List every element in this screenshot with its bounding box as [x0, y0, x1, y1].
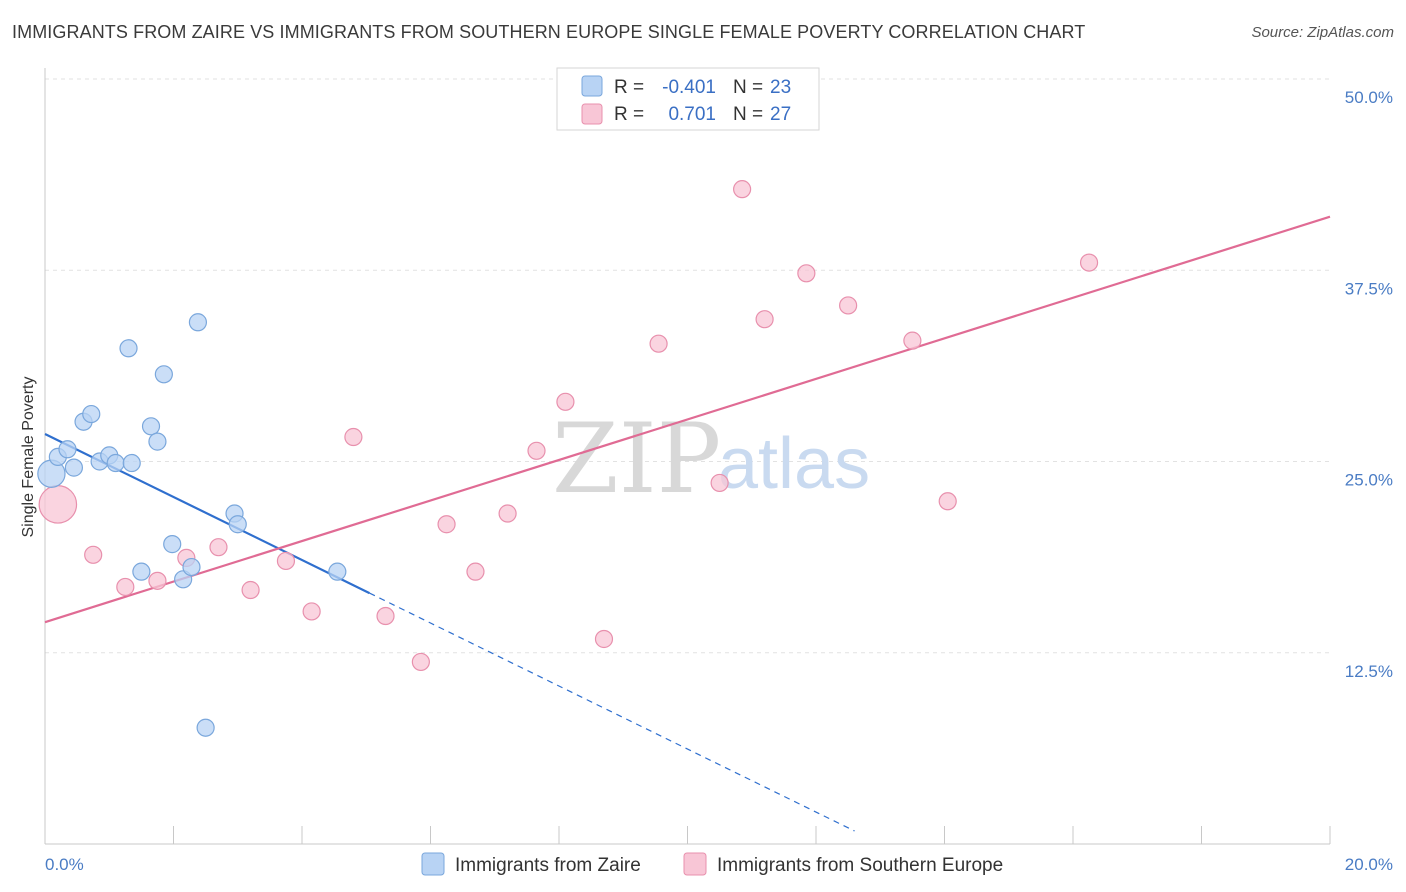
y-tick-label: 25.0%	[1345, 471, 1393, 490]
point-southern-europe	[903, 331, 922, 350]
bottom-legend-label-zaire: Immigrants from Zaire	[455, 855, 641, 876]
bottom-legend-swatch-zaire	[421, 852, 445, 876]
point-southern-europe	[344, 427, 363, 447]
y-tick-label: 37.5%	[1345, 279, 1393, 298]
legend-swatch-zaire	[581, 75, 603, 97]
point-zaire	[328, 562, 347, 581]
point-southern-europe	[938, 492, 957, 511]
point-zaire	[82, 404, 101, 424]
legend-n-value-southern-europe: 27	[770, 104, 791, 125]
point-southern-europe	[148, 571, 167, 590]
legend-r-label-southern-europe: R =	[614, 104, 644, 125]
watermark: ZIP atlas	[552, 403, 870, 515]
y-tick-label: 50.0%	[1345, 88, 1393, 107]
point-southern-europe	[498, 504, 517, 523]
legend-r-value-southern-europe: 0.701	[668, 104, 716, 125]
axes	[44, 68, 1331, 845]
point-southern-europe	[437, 515, 456, 534]
source-label: Source: ZipAtlas.com	[1251, 24, 1394, 41]
bottom-legend-label-southern-europe: Immigrants from Southern Europe	[717, 855, 1003, 876]
point-southern-europe	[733, 180, 752, 199]
series-legend: Immigrants from Zaire Immigrants from So…	[421, 852, 1003, 876]
legend-n-label-southern-europe: N =	[733, 104, 763, 125]
chart-title: IMMIGRANTS FROM ZAIRE VS IMMIGRANTS FROM…	[12, 22, 1086, 42]
legend-n-label-zaire: N =	[733, 77, 763, 98]
legend-n-value-zaire: 23	[770, 77, 791, 98]
point-southern-europe	[556, 392, 575, 411]
point-southern-europe	[276, 551, 296, 571]
point-southern-europe	[594, 629, 614, 649]
x-tick-label-min: 0.0%	[45, 855, 84, 874]
legend-r-label-zaire: R =	[614, 77, 644, 98]
point-zaire	[148, 432, 167, 451]
data-points	[37, 180, 1099, 737]
point-zaire	[132, 562, 151, 581]
x-tick-labels: 0.0% 20.0%	[45, 855, 1393, 874]
point-zaire	[64, 458, 84, 477]
point-southern-europe	[839, 296, 858, 315]
legend-box: R = -0.401 N = 23 R = 0.701 N = 27	[556, 67, 820, 131]
trend-line-zaire-extension	[369, 592, 855, 832]
point-zaire	[182, 557, 201, 577]
x-tick-label-max: 20.0%	[1345, 855, 1393, 874]
point-southern-europe	[376, 606, 395, 626]
watermark-zip: ZIP	[552, 403, 721, 515]
watermark-atlas: atlas	[718, 424, 870, 504]
legend-swatch-southern-europe	[581, 103, 603, 125]
point-southern-europe	[84, 545, 103, 564]
point-zaire	[154, 365, 173, 384]
grid-lines	[45, 78, 1330, 654]
bottom-legend-swatch-southern-europe	[683, 852, 707, 876]
point-zaire	[163, 535, 182, 554]
point-southern-europe	[797, 264, 816, 283]
point-southern-europe	[527, 441, 546, 460]
y-axis-label: Single Female Poverty	[20, 377, 37, 538]
point-zaire	[196, 718, 215, 737]
point-southern-europe	[755, 310, 774, 329]
point-zaire	[188, 313, 208, 332]
point-southern-europe	[1079, 253, 1099, 272]
legend-r-value-zaire: -0.401	[662, 77, 716, 98]
point-zaire	[141, 417, 161, 436]
y-tick-labels: 12.5% 25.0% 37.5% 50.0%	[1345, 88, 1393, 681]
point-southern-europe	[466, 562, 485, 581]
point-southern-europe	[710, 473, 729, 493]
point-southern-europe	[302, 602, 321, 621]
point-zaire	[119, 339, 138, 358]
point-southern-europe	[241, 580, 260, 600]
point-southern-europe	[209, 538, 228, 557]
y-tick-label: 12.5%	[1345, 662, 1393, 681]
point-zaire	[58, 440, 77, 459]
point-zaire	[122, 453, 141, 473]
trend-line-southern-europe	[44, 215, 1331, 624]
point-zaire	[228, 515, 247, 534]
point-southern-europe	[38, 485, 78, 524]
point-southern-europe	[116, 577, 135, 597]
point-zaire	[106, 453, 125, 473]
point-southern-europe	[411, 652, 430, 672]
point-southern-europe	[649, 334, 668, 353]
